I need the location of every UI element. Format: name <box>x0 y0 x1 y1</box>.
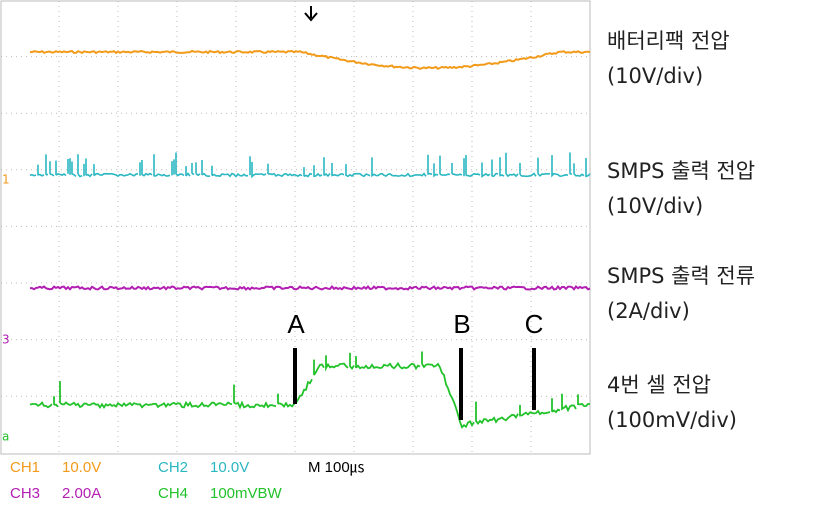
label-name: SMPS 출력 전류 <box>607 264 755 288</box>
label-scale: (10V/div) <box>607 64 703 88</box>
marker: B <box>453 309 470 339</box>
label-name: SMPS 출력 전압 <box>607 159 755 183</box>
scope-figure: A B C 1 3 a 배터리팩 전압 (10V/div) SMPS 출력 전압… <box>0 0 822 514</box>
label-scale: (2A/div) <box>607 299 690 323</box>
channel-marker: 1 <box>2 173 10 187</box>
status-text: 10.0V <box>210 459 249 476</box>
label-name: 배터리팩 전압 <box>607 29 730 53</box>
channel-marker: a <box>2 430 9 444</box>
status-text: CH1 <box>10 459 40 476</box>
status-text: M 100㎲ <box>308 459 365 476</box>
label-scale: (100mV/div) <box>607 408 737 432</box>
marker: A <box>287 309 305 339</box>
status-text: 100mVBW <box>210 485 283 502</box>
label-name: 4번 셀 전압 <box>607 373 711 397</box>
status-text: 2.00A <box>62 485 101 502</box>
page: A B C 1 3 a 배터리팩 전압 (10V/div) SMPS 출력 전압… <box>0 0 822 518</box>
status-text: CH3 <box>10 485 40 502</box>
label-scale: (10V/div) <box>607 194 703 218</box>
status-text: CH2 <box>158 459 188 476</box>
status-text: CH4 <box>158 485 188 502</box>
marker: C <box>525 309 544 339</box>
channel-marker: 3 <box>2 333 10 347</box>
status-text: 10.0V <box>62 459 101 476</box>
